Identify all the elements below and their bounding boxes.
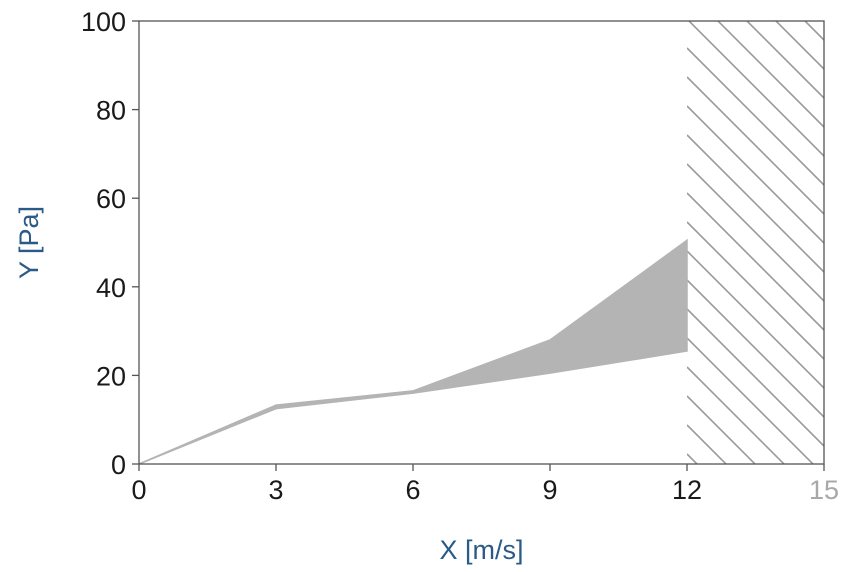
hatch-line (687, 337, 815, 464)
x-tick-label: 6 (405, 475, 420, 505)
plot-frame (138, 20, 825, 465)
hatch-line (716, 21, 824, 128)
hatch-line (687, 250, 824, 389)
y-tick-label: 40 (96, 273, 126, 303)
hatch-line (687, 21, 824, 157)
hatch-line (774, 21, 824, 70)
hatch-line (687, 279, 824, 418)
axes (132, 20, 825, 471)
hatch-line (687, 424, 728, 464)
hatch-line (687, 47, 824, 186)
hatch-line (687, 76, 824, 215)
x-tick-labels: 0 3 6 9 12 15 (131, 475, 839, 505)
hatch-line (687, 221, 824, 360)
y-tick-label: 100 (81, 7, 126, 37)
x-tick-label: 0 (131, 475, 146, 505)
y-axis-title: Y [Pa] (14, 206, 44, 279)
hatch-line (687, 163, 824, 302)
y-tick-label: 0 (111, 450, 126, 480)
range-band (138, 238, 688, 465)
y-tick-label: 80 (96, 96, 126, 126)
hatch-line (687, 453, 699, 464)
y-tick-label: 60 (96, 184, 126, 214)
hatch-line (687, 366, 786, 464)
hatch-line (687, 134, 824, 273)
hatch-line (687, 395, 757, 464)
y-tick-label: 20 (96, 361, 126, 391)
x-tick-label: 15 (809, 475, 839, 505)
x-tick-label: 12 (672, 475, 702, 505)
hatch-line (687, 0, 824, 11)
x-tick-label: 9 (542, 475, 557, 505)
hatch-line (687, 192, 824, 331)
hatched-region (687, 0, 824, 464)
hatch-line (745, 21, 824, 99)
x-axis-title: X [m/s] (439, 535, 523, 565)
x-tick-label: 3 (268, 475, 283, 505)
hatch-line (803, 21, 824, 41)
y-tick-labels: 0 20 40 60 80 100 (81, 7, 126, 480)
hatch-line (687, 105, 824, 244)
hatch-line (687, 308, 824, 447)
